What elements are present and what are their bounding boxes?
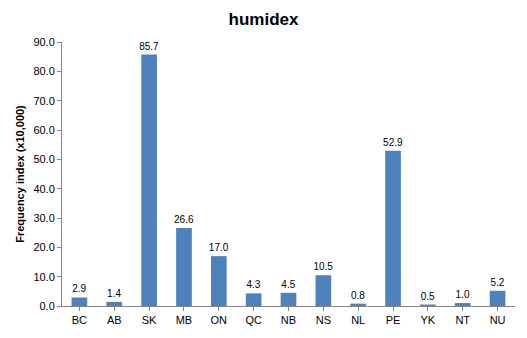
svg-text:0.8: 0.8 — [351, 290, 365, 301]
svg-text:60.0: 60.0 — [33, 124, 54, 136]
svg-text:MB: MB — [176, 314, 193, 326]
svg-text:50.0: 50.0 — [33, 153, 54, 165]
svg-text:AB: AB — [107, 314, 122, 326]
svg-text:4.3: 4.3 — [246, 279, 260, 290]
svg-text:10.5: 10.5 — [313, 261, 333, 272]
svg-text:NB: NB — [281, 314, 296, 326]
svg-text:SK: SK — [142, 314, 157, 326]
svg-text:26.6: 26.6 — [174, 214, 194, 225]
svg-text:1.0: 1.0 — [456, 289, 470, 300]
svg-text:10.0: 10.0 — [33, 271, 54, 283]
svg-text:2.9: 2.9 — [72, 283, 86, 294]
svg-text:1.4: 1.4 — [107, 288, 121, 299]
svg-text:PE: PE — [386, 314, 401, 326]
svg-text:85.7: 85.7 — [139, 41, 159, 52]
svg-text:NL: NL — [351, 314, 365, 326]
svg-text:QC: QC — [245, 314, 262, 326]
svg-text:NT: NT — [455, 314, 470, 326]
svg-text:20.0: 20.0 — [33, 241, 54, 253]
svg-text:0.5: 0.5 — [421, 291, 435, 302]
svg-text:90.0: 90.0 — [33, 36, 54, 48]
svg-text:5.2: 5.2 — [490, 277, 504, 288]
svg-text:0.0: 0.0 — [40, 300, 55, 312]
svg-text:ON: ON — [211, 314, 228, 326]
svg-text:30.0: 30.0 — [33, 212, 54, 224]
svg-text:NS: NS — [316, 314, 331, 326]
svg-text:BC: BC — [72, 314, 87, 326]
svg-text:40.0: 40.0 — [33, 183, 54, 195]
svg-text:70.0: 70.0 — [33, 95, 54, 107]
svg-text:Frequency index (x10,000): Frequency index (x10,000) — [14, 105, 26, 243]
svg-text:17.0: 17.0 — [209, 242, 229, 253]
svg-text:80.0: 80.0 — [33, 65, 54, 77]
svg-text:humidex: humidex — [229, 10, 299, 29]
svg-text:52.9: 52.9 — [383, 137, 403, 148]
svg-text:YK: YK — [421, 314, 436, 326]
svg-text:4.5: 4.5 — [281, 279, 295, 290]
svg-text:NU: NU — [490, 314, 506, 326]
